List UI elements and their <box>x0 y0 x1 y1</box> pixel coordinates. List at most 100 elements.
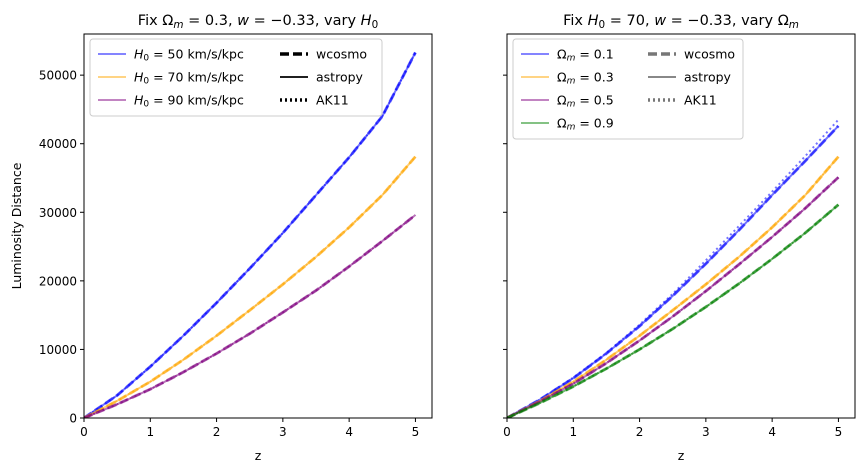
legend-entry-label: H0 = 90 km/s/kpc <box>134 93 244 110</box>
series-line-wcosmo-1 <box>507 124 840 418</box>
y-axis-label: Luminosity Distance <box>9 162 24 289</box>
series-line-wcosmo-2 <box>507 155 840 418</box>
series-line-astropy-3 <box>507 176 840 418</box>
x-tick-label: 1 <box>146 425 154 439</box>
legend-entry-label: Ωm = 0.1 <box>557 47 614 64</box>
text-part: H <box>588 13 599 29</box>
x-tick-label: 2 <box>213 425 221 439</box>
text-part: = 0.3 <box>575 70 613 85</box>
text-part: Fix <box>563 13 588 29</box>
text-part: m <box>567 123 576 133</box>
chart-title: Fix Ωm = 0.3, w = −0.33, vary H0 <box>138 13 378 31</box>
legend-entry-label: H0 = 50 km/s/kpc <box>134 47 244 64</box>
text-part: Fix <box>138 13 163 29</box>
series-line-astropy-1 <box>507 125 840 418</box>
series-line-astropy-2 <box>84 156 417 418</box>
text-part: = 0.3, <box>184 13 238 29</box>
x-tick-label: 1 <box>569 425 577 439</box>
text-part: Ω <box>557 47 567 62</box>
x-tick-label: 4 <box>345 425 353 439</box>
chart-title: Fix H0 = 70, w = −0.33, vary Ωm <box>563 13 799 31</box>
series-line-ak11-1 <box>507 119 840 418</box>
text-part: = 0.9 <box>575 116 613 131</box>
series-line-wcosmo-3 <box>84 213 417 418</box>
x-tick-label: 3 <box>702 425 710 439</box>
text-part: m <box>173 19 183 31</box>
text-part: Ω <box>557 93 567 108</box>
plot-area <box>507 119 840 418</box>
series-line-ak11-4 <box>507 203 840 418</box>
text-part: Ω <box>557 70 567 85</box>
legend-style-label: AK11 <box>684 93 717 108</box>
series-line-astropy-2 <box>507 156 840 418</box>
x-tick-label: 4 <box>768 425 776 439</box>
text-part: 0 <box>372 19 379 31</box>
series-line-ak11-1 <box>84 52 417 418</box>
series-line-astropy-3 <box>84 214 417 418</box>
axes-frame <box>83 33 433 419</box>
legend-style-label: wcosmo <box>684 47 735 62</box>
x-tick-label: 3 <box>279 425 287 439</box>
series-line-ak11-3 <box>507 176 840 418</box>
series-line-wcosmo-3 <box>507 176 840 418</box>
text-part: w <box>237 13 249 29</box>
text-part: = 0.1 <box>575 47 613 62</box>
legend-entry-label: Ωm = 0.3 <box>557 70 614 87</box>
text-part: m <box>789 19 799 31</box>
text-part: 0 <box>143 100 149 110</box>
text-part: = −0.33, vary <box>666 13 778 29</box>
x-tick-label: 0 <box>80 425 88 439</box>
text-part: = −0.33, vary <box>249 13 361 29</box>
y-tick-label: 50000 <box>39 69 77 83</box>
series-line-ak11-2 <box>507 156 840 418</box>
y-tick-label: 40000 <box>39 137 77 151</box>
series-line-ak11-2 <box>84 156 417 418</box>
series-line-wcosmo-2 <box>84 155 417 418</box>
text-part: = 0.5 <box>575 93 613 108</box>
text-part: = 90 km/s/kpc <box>149 93 244 108</box>
x-axis-label: z <box>255 448 262 463</box>
text-part: = 70, <box>605 13 654 29</box>
legend-style-label: astropy <box>684 70 732 85</box>
x-tick-label: 5 <box>835 425 843 439</box>
x-tick-label: 0 <box>503 425 511 439</box>
legend-entry-label: Ωm = 0.5 <box>557 93 614 110</box>
text-part: Ω <box>557 116 567 131</box>
text-part: 0 <box>599 19 606 31</box>
text-part: m <box>567 100 576 110</box>
text-part: m <box>567 54 576 64</box>
text-part: 0 <box>143 54 149 64</box>
legend-entry-label: H0 = 70 km/s/kpc <box>134 70 244 87</box>
text-part: H <box>361 13 372 29</box>
text-part: w <box>654 13 666 29</box>
text-part: Ω <box>162 13 173 29</box>
text-part: 0 <box>143 77 149 87</box>
text-part: Ω <box>778 13 789 29</box>
text-part: H <box>134 93 144 108</box>
series-line-ak11-3 <box>84 214 417 418</box>
y-tick-label: 20000 <box>39 274 77 288</box>
axes-frame <box>506 33 856 419</box>
legend-entry-label: Ωm = 0.9 <box>557 116 614 133</box>
chart-panel-1: 0 1 2 3 4 5 0 10000 20000 30000 40000 50000 z Luminos… <box>9 13 433 463</box>
x-axis-label: z <box>678 448 685 463</box>
legend-box <box>512 38 744 140</box>
x-tick-label: 5 <box>412 425 420 439</box>
legend-box <box>89 38 383 117</box>
text-part: = 70 km/s/kpc <box>149 70 244 85</box>
text-part: H <box>134 47 144 62</box>
legend-style-label: wcosmo <box>316 47 367 62</box>
y-tick-label: 30000 <box>39 206 77 220</box>
text-part: H <box>134 70 144 85</box>
plot-area <box>84 51 417 418</box>
legend: Ωm = 0.1Ωm = 0.3Ωm = 0.5Ωm = 0.9wcosmoas… <box>512 38 744 140</box>
text-part: = 50 km/s/kpc <box>149 47 244 62</box>
y-tick-label: 0 <box>69 412 77 426</box>
x-tick-label: 2 <box>636 425 644 439</box>
text-part: m <box>567 77 576 87</box>
legend-style-label: AK11 <box>316 93 349 108</box>
legend-style-label: astropy <box>316 70 364 85</box>
